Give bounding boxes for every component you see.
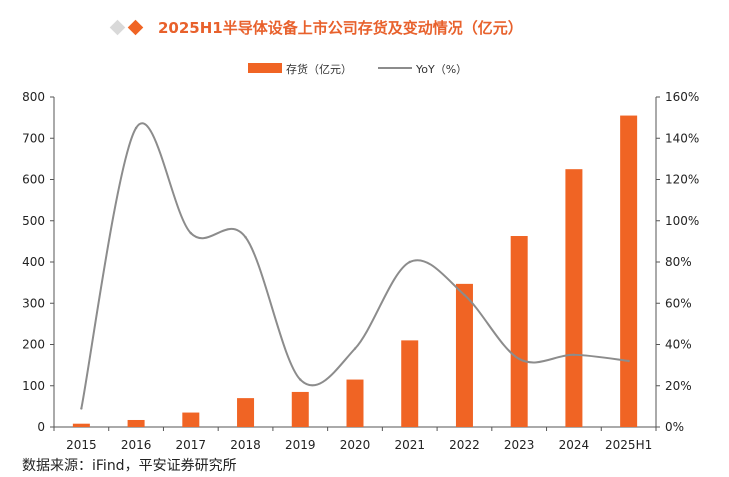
x-tick-label: 2020 [340, 438, 371, 452]
left-tick-label: 800 [22, 90, 45, 104]
legend-bar-swatch [248, 63, 282, 73]
bar-inventory [346, 379, 364, 427]
right-tick-label: 100% [665, 214, 699, 228]
right-tick-label: 120% [665, 173, 699, 187]
x-tick-label: 2015 [66, 438, 97, 452]
bar-inventory [127, 419, 145, 427]
x-tick-label: 2021 [394, 438, 425, 452]
title-diamond-left-icon [109, 19, 126, 36]
bar-inventory [237, 398, 255, 427]
yoy-point [299, 378, 302, 381]
bar-inventory [455, 283, 473, 427]
yoy-point [353, 347, 357, 350]
left-tick-label: 400 [22, 255, 45, 269]
yoy-line [80, 122, 629, 409]
yoy-point [627, 359, 630, 363]
yoy-point [463, 293, 466, 297]
left-tick-label: 0 [37, 420, 45, 434]
right-tick-label: 80% [665, 255, 692, 269]
bar-inventory [401, 340, 419, 427]
x-tick-label: 2023 [504, 438, 535, 452]
yoy-point [408, 260, 411, 264]
right-tick-label: 0% [665, 420, 684, 434]
bar-inventory [182, 412, 200, 427]
x-tick-label: 2019 [285, 438, 316, 452]
bar-inventory [510, 236, 528, 427]
left-tick-label: 700 [22, 131, 45, 145]
title-diamond-right-icon [127, 19, 144, 36]
left-tick-label: 600 [22, 173, 45, 187]
yoy-point [189, 231, 193, 235]
source-note: 数据来源：iFind，平安证券研究所 [22, 458, 237, 474]
bar-inventory [620, 115, 638, 427]
plot-area: 0 100 200 300 400 500 600 700 800 0% 20% 40% 60% 80% 1… [22, 90, 699, 452]
x-tick-label: 2022 [449, 438, 480, 452]
left-tick-label: 300 [22, 296, 45, 310]
left-tick-label: 200 [22, 338, 45, 352]
left-tick-label: 100 [22, 379, 45, 393]
title-group: 2025H1半导体设备上市公司存货及变动情况（亿元） [109, 19, 523, 37]
legend-line-label: YoY（%） [415, 63, 467, 76]
x-tick-label: 2016 [121, 438, 152, 452]
x-tick-label: 2018 [230, 438, 261, 452]
right-tick-label: 60% [665, 296, 692, 310]
right-tick-label: 20% [665, 379, 692, 393]
right-tick-label: 160% [665, 90, 699, 104]
bar-inventory [72, 423, 90, 427]
yoy-point [244, 236, 247, 239]
x-tick-label: 2024 [559, 438, 590, 452]
x-tick-label: 2025H1 [605, 438, 652, 452]
yoy-point [134, 126, 138, 130]
bar-inventory [291, 391, 309, 427]
right-tick-label: 40% [665, 338, 692, 352]
x-tick-label: 2017 [176, 438, 207, 452]
left-tick-label: 500 [22, 214, 45, 228]
legend: 存货（亿元） YoY（%） [248, 62, 467, 76]
bar-inventory [565, 169, 583, 427]
right-tick-label: 140% [665, 131, 699, 145]
yoy-point [572, 353, 576, 357]
yoy-point [80, 407, 83, 410]
legend-bar-label: 存货（亿元） [286, 62, 352, 76]
chart-title: 2025H1半导体设备上市公司存货及变动情况（亿元） [158, 19, 523, 37]
yoy-point [517, 357, 521, 361]
